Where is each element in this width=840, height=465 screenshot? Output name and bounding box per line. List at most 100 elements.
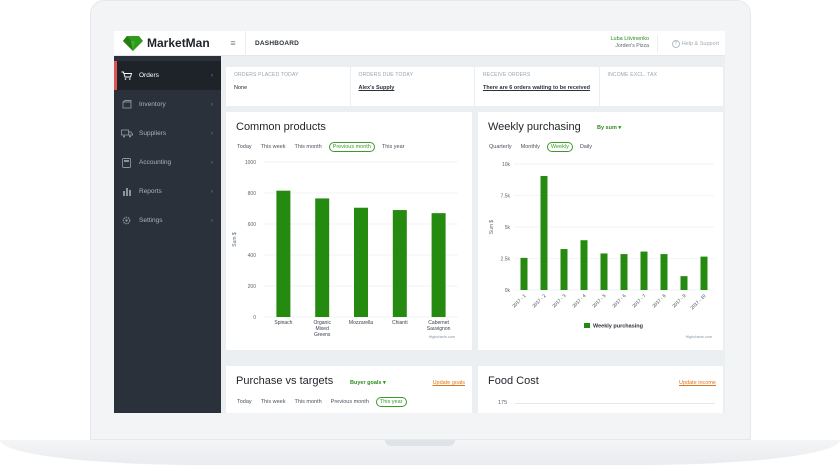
bar: [540, 175, 548, 290]
legend-label: Weekly purchasing: [593, 324, 643, 330]
card-title: Food Cost: [488, 375, 539, 387]
x-tick-label: Organic: [313, 320, 331, 326]
y-tick-label: 2.5k: [501, 257, 511, 263]
x-tick-label: Greens: [314, 332, 331, 338]
range-this-year[interactable]: This year: [381, 144, 405, 150]
sidebar-item-inventory[interactable]: Inventory ›: [114, 90, 221, 119]
bar: [354, 207, 368, 317]
logo-mark-icon: [123, 36, 143, 51]
stat-receive-orders: RECEIVE ORDERS There are 6 orders waitin…: [475, 67, 600, 106]
sidebar-item-label: Settings: [139, 217, 163, 224]
common-products-card: Common products Today This week This mon…: [226, 112, 472, 350]
sidebar-item-suppliers[interactable]: Suppliers ›: [114, 119, 221, 148]
range-this-year[interactable]: This year: [375, 397, 407, 407]
buyer-goals-dropdown[interactable]: Buyer goals ▾: [350, 380, 386, 386]
x-tick-label: 2017 - 7: [631, 293, 647, 309]
range-today[interactable]: Today: [237, 144, 252, 150]
chevron-right-icon: ›: [211, 217, 213, 224]
x-tick-label: 2017 - 8: [651, 293, 667, 309]
help-label: Help & Support: [681, 40, 719, 47]
bar: [520, 257, 528, 290]
weekly-purchasing-card: Weekly purchasing By sum ▾ Quarterly Mon…: [478, 112, 723, 350]
hamburger-icon[interactable]: ≡: [221, 31, 246, 56]
range-previous-month[interactable]: Previous month: [328, 142, 375, 152]
bar: [276, 190, 291, 317]
bar: [580, 240, 588, 290]
stat-orders-due: ORDERS DUE TODAY Alex's Supply: [351, 67, 475, 106]
x-tick-label: 2017 - 10: [689, 293, 707, 311]
x-tick-label: 2017 - 2: [531, 293, 547, 309]
y-axis-label: Sum $: [489, 220, 495, 235]
sidebar-item-accounting[interactable]: Accounting ›: [114, 148, 221, 177]
range-this-month[interactable]: This month: [294, 399, 322, 405]
chevron-right-icon: ›: [211, 188, 213, 195]
weekly-range: Quarterly Monthly Weekly Daily: [487, 142, 594, 152]
range-this-week[interactable]: This week: [260, 144, 286, 150]
sidebar-item-reports[interactable]: Reports ›: [114, 177, 221, 206]
stat-label: INCOME EXCL. TAX: [607, 72, 658, 78]
range-this-week[interactable]: This week: [260, 399, 286, 405]
truck-icon: [120, 129, 133, 139]
x-tick-label: Mozzarella: [349, 320, 373, 326]
stat-value: None: [234, 85, 248, 91]
company-name: Jorden's Pizza: [615, 43, 649, 49]
x-tick-label: Spinach: [274, 320, 292, 326]
help-support-link[interactable]: ? Help & Support: [656, 35, 719, 52]
top-bar: ≡ DASHBOARD Luba Litvinenko Jorden's Piz…: [221, 31, 725, 56]
help-icon: ?: [671, 39, 680, 48]
y-tick-label: 200: [248, 284, 257, 290]
sidebar-item-label: Orders: [139, 72, 159, 79]
bar: [680, 276, 688, 290]
common-products-chart: 0 200 400 600 800 1000 Sum $ Spinach OrganicMixe…: [232, 160, 458, 339]
sidebar-item-orders[interactable]: Orders ›: [114, 61, 221, 90]
range-previous-month[interactable]: Previous month: [330, 399, 369, 405]
update-income-link[interactable]: Update income: [679, 380, 716, 386]
gear-icon: [120, 216, 133, 226]
caret-down-icon: ▾: [618, 125, 622, 131]
range-this-month[interactable]: This month: [294, 144, 322, 150]
x-tick-label: 2017 - 3: [551, 293, 567, 309]
x-tick-label: 2017 - 5: [591, 293, 607, 309]
x-tick-label: 2017 - 9: [671, 293, 687, 309]
x-tick-label: 2017 - 6: [611, 293, 627, 309]
range-monthly[interactable]: Monthly: [520, 144, 540, 150]
y-tick-label: 10k: [502, 162, 511, 168]
bar: [392, 210, 407, 317]
range-weekly[interactable]: Weekly: [546, 142, 573, 152]
user-info[interactable]: Luba Litvinenko Jorden's Pizza: [610, 36, 649, 50]
bar: [700, 256, 708, 290]
y-tick-label: 5k: [505, 225, 511, 231]
x-tick-label: Chianti: [392, 320, 408, 326]
purchase-targets-card: Purchase vs targets Buyer goals ▾ Update…: [226, 366, 472, 413]
y-axis-label: Sum $: [232, 232, 238, 247]
dropdown-label: By sum: [597, 125, 617, 131]
calculator-icon: [120, 157, 133, 168]
sidebar-item-settings[interactable]: Settings ›: [114, 206, 221, 235]
bar: [660, 254, 668, 290]
receive-orders-link[interactable]: There are 6 orders waiting to be receive…: [483, 85, 590, 91]
stat-label: RECEIVE ORDERS: [483, 72, 531, 78]
sidebar: MarketMan Orders › Inventory › Suppliers…: [114, 31, 221, 413]
range-today[interactable]: Today: [237, 399, 252, 405]
bar: [620, 254, 628, 290]
supplier-link[interactable]: Alex's Supply: [358, 85, 395, 91]
x-tick-label: Mixed: [316, 326, 330, 332]
y-tick-label: 1000: [245, 160, 256, 166]
y-tick-label: 0k: [505, 288, 511, 294]
y-tick-label: 0: [253, 315, 256, 321]
by-sum-dropdown[interactable]: By sum ▾: [597, 125, 621, 131]
range-quarterly[interactable]: Quarterly: [489, 144, 512, 150]
chevron-right-icon: ›: [211, 159, 213, 166]
food-cost-tick: 175: [498, 400, 508, 406]
app-logo[interactable]: MarketMan: [114, 31, 221, 56]
card-title: Common products: [236, 121, 326, 133]
range-daily[interactable]: Daily: [579, 144, 593, 150]
y-tick-label: 400: [248, 253, 257, 259]
update-goals-link[interactable]: Update goals: [432, 380, 465, 386]
sidebar-item-label: Reports: [139, 188, 162, 195]
legend-swatch: [584, 323, 590, 328]
stats-bar: ORDERS PLACED TODAY None ORDERS DUE TODA…: [226, 67, 723, 106]
stat-income: INCOME EXCL. TAX: [600, 67, 724, 106]
bar: [600, 253, 608, 290]
